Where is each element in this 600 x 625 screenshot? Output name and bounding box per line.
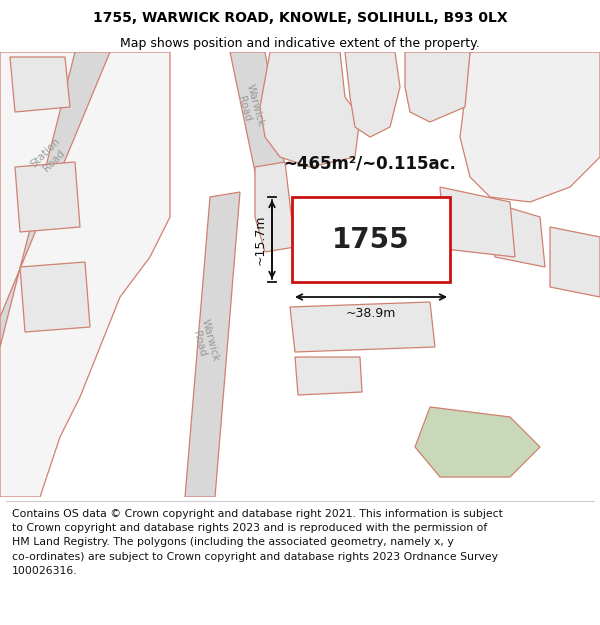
- Text: ~38.9m: ~38.9m: [346, 307, 396, 320]
- Text: Station
Road: Station Road: [29, 136, 71, 178]
- Polygon shape: [550, 227, 600, 297]
- Polygon shape: [15, 162, 80, 232]
- Polygon shape: [405, 52, 470, 122]
- Polygon shape: [440, 187, 515, 257]
- Polygon shape: [345, 52, 400, 137]
- Polygon shape: [20, 262, 90, 332]
- Polygon shape: [0, 52, 170, 497]
- Polygon shape: [490, 202, 545, 267]
- Text: Warwick
Road: Warwick Road: [189, 318, 221, 366]
- Polygon shape: [230, 52, 285, 172]
- Text: ~465m²/~0.115ac.: ~465m²/~0.115ac.: [284, 154, 457, 172]
- Polygon shape: [0, 52, 110, 347]
- Polygon shape: [185, 192, 240, 497]
- Text: ~15.7m: ~15.7m: [254, 214, 267, 265]
- Polygon shape: [460, 52, 600, 202]
- Text: Map shows position and indicative extent of the property.: Map shows position and indicative extent…: [120, 38, 480, 51]
- Polygon shape: [10, 57, 70, 112]
- Polygon shape: [260, 52, 360, 167]
- Text: 1755: 1755: [332, 226, 410, 254]
- Polygon shape: [290, 302, 435, 352]
- Text: Warwick
Road: Warwick Road: [234, 83, 266, 131]
- Text: Contains OS data © Crown copyright and database right 2021. This information is : Contains OS data © Crown copyright and d…: [12, 509, 503, 576]
- Polygon shape: [295, 357, 362, 395]
- Text: 1755, WARWICK ROAD, KNOWLE, SOLIHULL, B93 0LX: 1755, WARWICK ROAD, KNOWLE, SOLIHULL, B9…: [92, 11, 508, 26]
- Bar: [292, 197, 450, 282]
- Polygon shape: [255, 162, 295, 252]
- Polygon shape: [415, 407, 540, 477]
